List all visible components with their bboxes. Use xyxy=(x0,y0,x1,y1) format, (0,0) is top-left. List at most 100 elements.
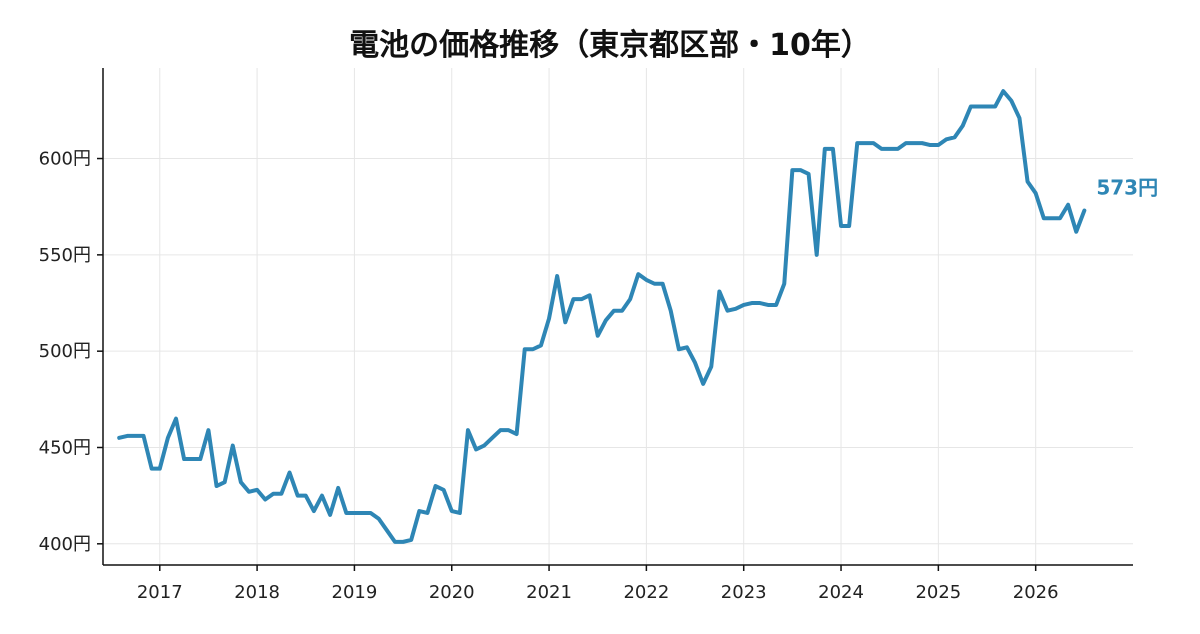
data-point xyxy=(831,147,835,151)
axes xyxy=(97,68,1133,571)
data-point xyxy=(215,484,219,488)
data-point xyxy=(206,428,210,432)
data-point xyxy=(482,444,486,448)
data-point xyxy=(523,347,527,351)
data-point xyxy=(531,347,535,351)
data-point xyxy=(263,498,267,502)
data-point xyxy=(953,135,957,139)
data-point xyxy=(717,289,721,293)
data-point xyxy=(442,488,446,492)
data-point xyxy=(474,447,478,451)
data-point xyxy=(985,105,989,109)
data-point xyxy=(1058,216,1062,220)
data-point xyxy=(798,168,802,172)
data-point xyxy=(880,147,884,151)
data-point xyxy=(815,253,819,257)
data-point xyxy=(612,309,616,313)
data-point xyxy=(758,301,762,305)
data-point xyxy=(279,492,283,496)
data-point xyxy=(158,467,162,471)
data-point xyxy=(417,509,421,513)
y-tick-label: 450円 xyxy=(39,437,91,458)
grid xyxy=(103,68,1133,565)
data-point xyxy=(807,172,811,176)
data-point xyxy=(352,511,356,515)
data-point xyxy=(1017,116,1021,120)
data-point xyxy=(425,511,429,515)
series-line xyxy=(117,89,1087,544)
data-point xyxy=(344,511,348,515)
x-tick-label: 2019 xyxy=(332,582,378,603)
data-point xyxy=(507,428,511,432)
data-point xyxy=(1082,209,1086,213)
data-point xyxy=(993,105,997,109)
data-point xyxy=(855,141,859,145)
data-point xyxy=(223,480,227,484)
data-point xyxy=(1026,180,1030,184)
data-point xyxy=(498,428,502,432)
data-point xyxy=(734,307,738,311)
x-tick-label: 2025 xyxy=(915,582,961,603)
data-point xyxy=(888,147,892,151)
data-point xyxy=(596,334,600,338)
chart-title: 電池の価格推移（東京都区部・10年） xyxy=(349,28,871,63)
data-point xyxy=(742,303,746,307)
data-point xyxy=(247,490,251,494)
data-point xyxy=(588,293,592,297)
data-point xyxy=(385,528,389,532)
data-point xyxy=(1050,216,1054,220)
data-point xyxy=(604,318,608,322)
data-point xyxy=(580,297,584,301)
data-point xyxy=(1001,89,1005,93)
data-point xyxy=(661,282,665,286)
data-point xyxy=(150,467,154,471)
data-point xyxy=(782,282,786,286)
data-point xyxy=(539,343,543,347)
data-point xyxy=(977,105,981,109)
data-point xyxy=(766,303,770,307)
data-point xyxy=(271,492,275,496)
x-tick-label: 2023 xyxy=(721,582,767,603)
data-point xyxy=(231,444,235,448)
data-point xyxy=(117,436,121,440)
data-point xyxy=(685,345,689,349)
data-point xyxy=(774,303,778,307)
data-point xyxy=(750,301,754,305)
data-point xyxy=(669,309,673,313)
series-layer xyxy=(117,89,1087,544)
data-point xyxy=(490,436,494,440)
data-point xyxy=(555,274,559,278)
last-value-label: 573円 xyxy=(1096,176,1158,200)
data-point xyxy=(1042,216,1046,220)
data-point xyxy=(847,224,851,228)
data-point xyxy=(1066,203,1070,207)
data-point xyxy=(677,347,681,351)
x-tick-label: 2020 xyxy=(429,582,475,603)
data-point xyxy=(125,434,129,438)
data-point xyxy=(434,484,438,488)
x-tick-label: 2017 xyxy=(137,582,183,603)
data-point xyxy=(255,488,259,492)
data-point xyxy=(620,309,624,313)
data-point xyxy=(1074,230,1078,234)
data-point xyxy=(693,361,697,365)
data-point xyxy=(928,143,932,147)
data-point xyxy=(401,540,405,544)
data-point xyxy=(377,517,381,521)
data-point xyxy=(288,471,292,475)
x-tick-label: 2021 xyxy=(526,582,572,603)
x-tick-label: 2026 xyxy=(1013,582,1059,603)
data-point xyxy=(304,494,308,498)
data-point xyxy=(320,494,324,498)
data-point xyxy=(896,147,900,151)
data-point xyxy=(871,141,875,145)
data-point xyxy=(628,297,632,301)
data-point xyxy=(296,494,300,498)
data-point xyxy=(336,486,340,490)
data-point xyxy=(182,457,186,461)
data-point xyxy=(863,141,867,145)
data-point xyxy=(969,105,973,109)
data-point xyxy=(369,511,373,515)
